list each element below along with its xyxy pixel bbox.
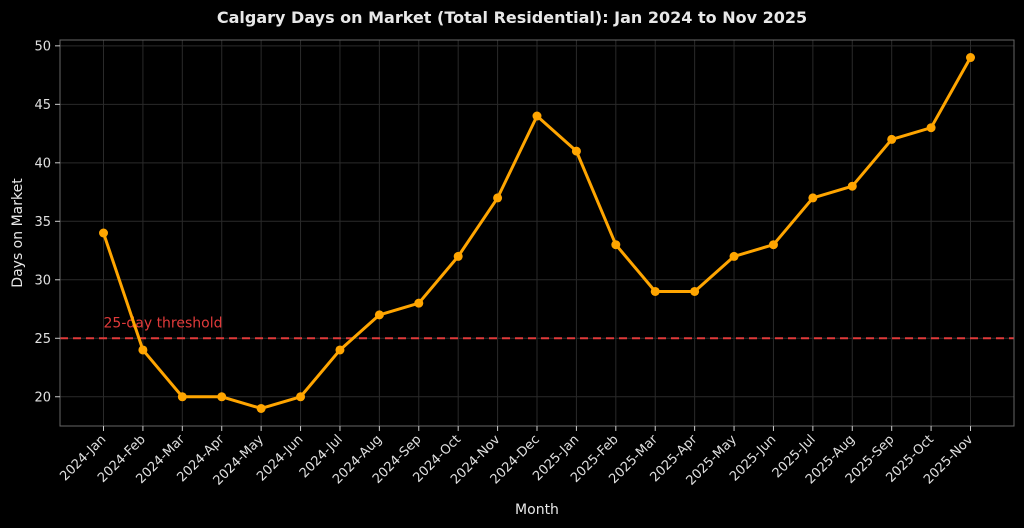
threshold-label: 25-day threshold	[104, 315, 223, 331]
data-point[interactable]	[926, 123, 936, 133]
series-layer	[99, 53, 975, 413]
data-point[interactable]	[729, 251, 739, 261]
y-tick-label: 30	[34, 273, 51, 288]
data-point[interactable]	[571, 146, 581, 156]
data-point[interactable]	[177, 392, 187, 402]
data-point[interactable]	[493, 193, 503, 203]
data-point[interactable]	[532, 111, 542, 121]
data-point[interactable]	[650, 286, 660, 296]
y-tick-label: 20	[34, 390, 51, 405]
chart-title: Calgary Days on Market (Total Residentia…	[216, 8, 808, 27]
data-point[interactable]	[335, 345, 345, 355]
y-axis-label: Days on Market	[10, 178, 26, 288]
data-point[interactable]	[611, 240, 621, 250]
y-tick-label: 25	[34, 332, 51, 347]
data-point[interactable]	[887, 134, 897, 144]
axes: 202530354045502024-Jan2024-Feb2024-Mar20…	[34, 39, 1015, 489]
data-point[interactable]	[374, 310, 384, 320]
y-tick-label: 35	[34, 215, 51, 230]
data-point[interactable]	[768, 240, 778, 250]
y-tick-label: 45	[34, 98, 51, 113]
y-tick-label: 40	[34, 156, 51, 171]
grid-lines	[60, 40, 1014, 426]
data-point[interactable]	[453, 251, 463, 261]
data-point[interactable]	[966, 53, 975, 63]
data-point[interactable]	[256, 403, 266, 413]
data-point[interactable]	[847, 181, 857, 191]
data-point[interactable]	[414, 298, 424, 308]
data-point[interactable]	[217, 392, 227, 402]
data-point[interactable]	[99, 228, 108, 238]
axis-labels: Month Days on Market	[10, 178, 559, 518]
data-point[interactable]	[296, 392, 306, 402]
y-tick-label: 50	[34, 39, 51, 54]
data-point[interactable]	[808, 193, 818, 203]
data-point[interactable]	[138, 345, 148, 355]
data-point[interactable]	[690, 286, 700, 296]
x-axis-label: Month	[515, 502, 559, 518]
